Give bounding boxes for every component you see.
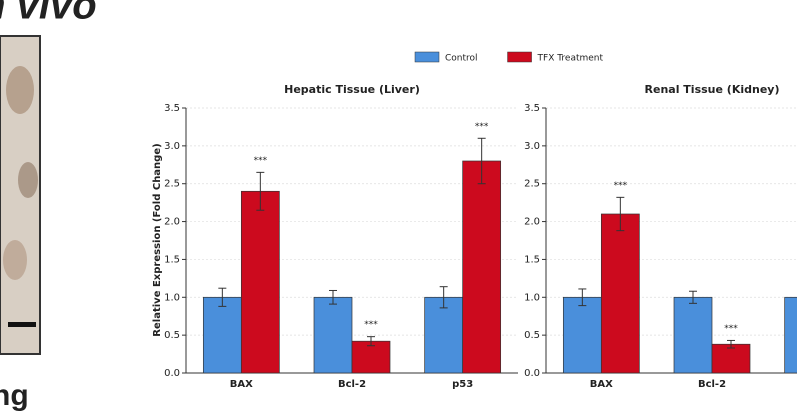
bar xyxy=(463,161,501,373)
bar xyxy=(785,297,797,373)
bar xyxy=(712,344,750,373)
bar xyxy=(203,297,241,373)
x-tick-label: Bcl-2 xyxy=(338,379,366,390)
y-tick-label: 0.5 xyxy=(164,330,180,341)
bar xyxy=(314,297,352,373)
bar xyxy=(241,191,279,373)
x-tick-label: p53 xyxy=(452,379,473,390)
significance: *** xyxy=(364,320,378,330)
y-tick-label: 0.0 xyxy=(164,368,180,379)
y-tick-label: 3.5 xyxy=(164,103,180,114)
x-tick-label: Bcl-2 xyxy=(698,379,726,390)
significance: *** xyxy=(724,324,738,334)
legend-label: TFX Treatment xyxy=(537,54,604,64)
chart-title: Hepatic Tissue (Liver) xyxy=(284,83,420,96)
y-tick-label: 3.0 xyxy=(164,141,180,152)
y-tick-label: 0.5 xyxy=(524,330,540,341)
chart-title: Renal Tissue (Kidney) xyxy=(645,83,780,96)
bar xyxy=(563,297,601,373)
y-tick-label: 3.0 xyxy=(524,141,540,152)
y-tick-label: 2.5 xyxy=(524,179,540,190)
y-tick-label: 2.0 xyxy=(524,217,540,228)
cell xyxy=(3,240,27,280)
scale-bar xyxy=(8,322,36,327)
significance: *** xyxy=(614,181,628,191)
y-tick-label: 1.5 xyxy=(524,254,540,265)
cell xyxy=(18,162,38,198)
x-tick-label: BAX xyxy=(230,379,253,390)
bar xyxy=(425,297,463,373)
bar xyxy=(674,297,712,373)
cell xyxy=(6,66,34,114)
legend-swatch xyxy=(508,52,532,62)
y-tick-label: 3.5 xyxy=(524,103,540,114)
y-tick-label: 1.0 xyxy=(524,292,540,303)
legend-swatch xyxy=(415,52,439,62)
panel-title: in vivo xyxy=(0,0,97,28)
y-tick-label: 2.0 xyxy=(164,217,180,228)
y-axis-label: Relative Expression (Fold Change) xyxy=(152,143,163,336)
y-tick-label: 1.5 xyxy=(164,254,180,265)
y-tick-label: 1.0 xyxy=(164,292,180,303)
x-tick-label: BAX xyxy=(590,379,613,390)
figure: in vivo ng 0.0 0.5 1.0 1.5 2.0 2.5 3.0 3.5 Hepat… xyxy=(0,0,797,414)
significance: *** xyxy=(254,156,268,166)
bar xyxy=(601,214,639,373)
charts: 0.0 0.5 1.0 1.5 2.0 2.5 3.0 3.5 Hepatic Tissue (… xyxy=(152,52,797,390)
y-tick-label: 2.5 xyxy=(164,179,180,190)
y-tick-label: 0.0 xyxy=(524,368,540,379)
panel-label: ng xyxy=(0,379,29,412)
legend-label: Control xyxy=(445,54,478,64)
significance: *** xyxy=(475,122,489,132)
